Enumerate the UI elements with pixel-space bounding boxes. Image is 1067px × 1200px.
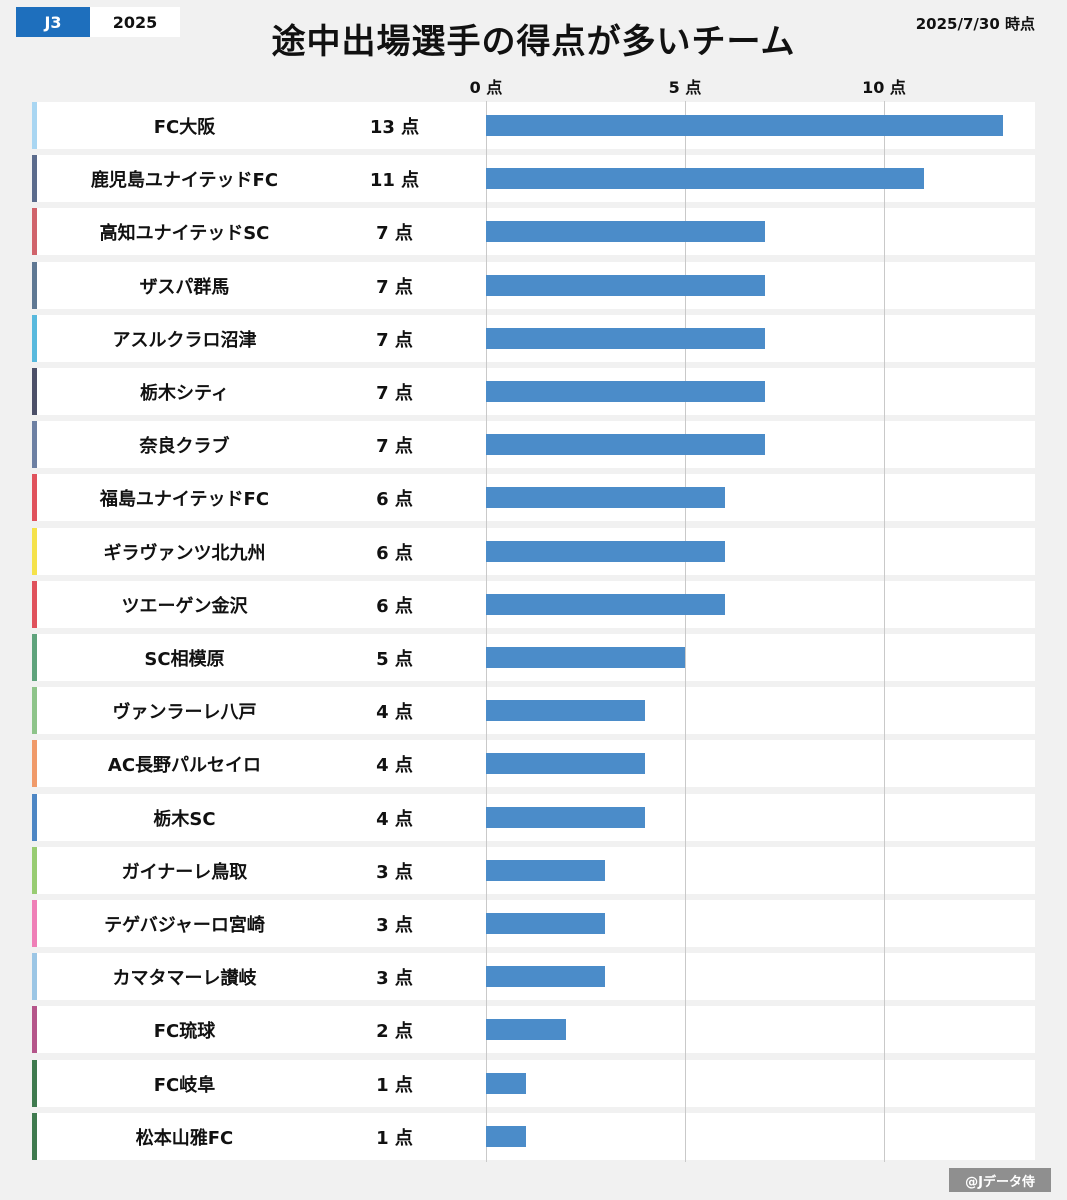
data-label: 2 点 (376, 1020, 413, 1042)
x-tick-label: 0 点 (469, 78, 503, 97)
data-label: 6 点 (376, 595, 413, 617)
row-background (37, 1060, 1035, 1107)
bar (486, 753, 645, 774)
team-name: FC大阪 (153, 116, 216, 138)
bar (486, 221, 765, 242)
bar (486, 328, 765, 349)
bar (486, 1126, 526, 1147)
team-color-stripe (32, 262, 37, 309)
team-name: 奈良クラブ (139, 435, 230, 457)
gridline (685, 101, 686, 1162)
data-label: 4 点 (376, 808, 413, 830)
row-background (37, 1113, 1035, 1160)
team-name: 鹿児島ユナイテッドFC (90, 169, 279, 191)
bar (486, 275, 765, 296)
team-name: ガイナーレ鳥取 (121, 861, 248, 883)
team-color-stripe (32, 794, 37, 841)
team-name: AC長野パルセイロ (107, 754, 262, 776)
data-label: 7 点 (376, 222, 413, 244)
league-badge: J3 (16, 7, 90, 37)
team-color-stripe (32, 687, 37, 734)
team-name: 松本山雅FC (135, 1127, 234, 1149)
data-label: 4 点 (376, 754, 413, 776)
bar (486, 168, 924, 189)
bar (486, 487, 725, 508)
team-color-stripe (32, 1113, 37, 1160)
team-color-stripe (32, 581, 37, 628)
data-label: 6 点 (376, 488, 413, 510)
team-name: FC琉球 (153, 1020, 216, 1042)
team-color-stripe (32, 528, 37, 575)
bar (486, 1019, 566, 1040)
team-color-stripe (32, 155, 37, 202)
team-color-stripe (32, 102, 37, 149)
data-label: 3 点 (376, 861, 413, 883)
team-name: 高知ユナイテッドSC (99, 222, 270, 244)
gridline (486, 101, 487, 1162)
bar (486, 913, 605, 934)
bar (486, 541, 725, 562)
data-label: 1 点 (376, 1127, 413, 1149)
data-label: 3 点 (376, 967, 413, 989)
team-color-stripe (32, 900, 37, 947)
as-of-date: 2025/7/30 時点 (915, 15, 1035, 33)
team-name: ツエーゲン金沢 (121, 595, 248, 617)
x-tick-label: 5 点 (668, 78, 702, 97)
team-color-stripe (32, 315, 37, 362)
team-color-stripe (32, 1006, 37, 1053)
data-label: 5 点 (376, 648, 413, 670)
team-color-stripe (32, 1060, 37, 1107)
team-name: カマタマーレ讃岐 (112, 967, 257, 989)
team-color-stripe (32, 368, 37, 415)
bar (486, 381, 765, 402)
data-label: 6 点 (376, 542, 413, 564)
team-name: SC相模原 (144, 648, 225, 670)
credit-label: @Jデータ侍 (949, 1168, 1051, 1192)
team-name: アスルクラロ沼津 (112, 329, 257, 351)
team-color-stripe (32, 847, 37, 894)
data-label: 4 点 (376, 701, 413, 723)
data-label: 13 点 (369, 116, 420, 138)
bar (486, 115, 1003, 136)
season-badge: 2025 (90, 7, 180, 37)
data-label: 7 点 (376, 329, 413, 351)
team-color-stripe (32, 421, 37, 468)
data-label: 3 点 (376, 914, 413, 936)
data-label: 1 点 (376, 1074, 413, 1096)
team-name: ギラヴァンツ北九州 (103, 542, 266, 564)
bar (486, 1073, 526, 1094)
team-name: 福島ユナイテッドFC (99, 488, 270, 510)
gridline (884, 101, 885, 1162)
bar (486, 700, 645, 721)
data-label: 7 点 (376, 382, 413, 404)
x-tick-label: 10 点 (862, 78, 906, 97)
data-label: 11 点 (369, 169, 420, 191)
team-name: 栃木SC (153, 808, 216, 830)
team-name: FC岐阜 (153, 1074, 216, 1096)
team-name: 栃木シティ (140, 382, 229, 404)
team-name: ザスパ群馬 (139, 276, 230, 298)
bar (486, 594, 725, 615)
team-color-stripe (32, 953, 37, 1000)
chart-title: 途中出場選手の得点が多いチーム (271, 22, 796, 62)
bar (486, 807, 645, 828)
bar (486, 647, 685, 668)
team-color-stripe (32, 208, 37, 255)
data-label: 7 点 (376, 276, 413, 298)
bar (486, 966, 605, 987)
team-color-stripe (32, 634, 37, 681)
team-name: ヴァンラーレ八戸 (112, 701, 257, 723)
bar (486, 860, 605, 881)
team-name: テゲバジャーロ宮崎 (104, 914, 265, 936)
team-color-stripe (32, 474, 37, 521)
data-label: 7 点 (376, 435, 413, 457)
bar (486, 434, 765, 455)
team-color-stripe (32, 740, 37, 787)
